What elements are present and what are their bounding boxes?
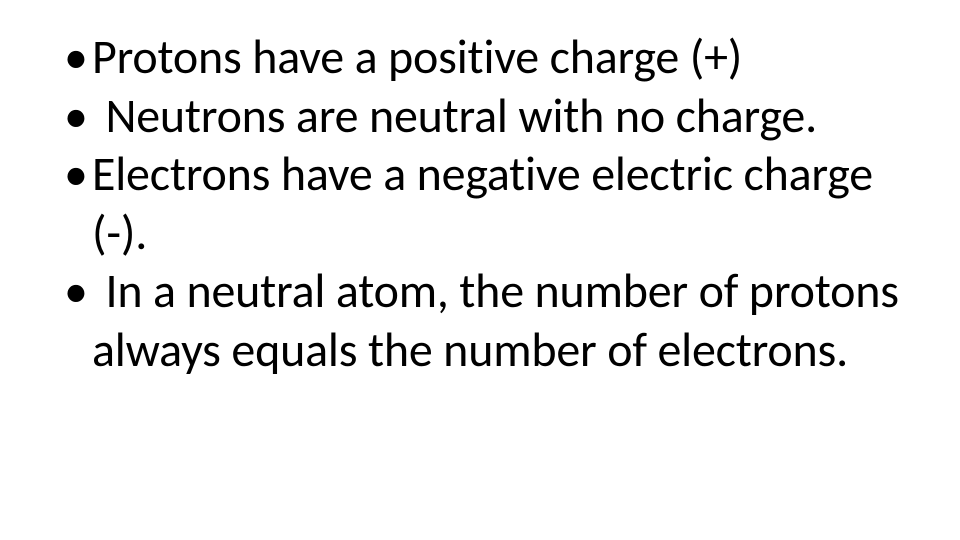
bullet-list: Protons have a positive charge (+) Neutr… (60, 28, 900, 379)
slide: Protons have a positive charge (+) Neutr… (0, 0, 960, 540)
bullet-text: Electrons have a negative electric charg… (92, 144, 873, 262)
bullet-text: Protons have a positive charge (+) (92, 27, 742, 86)
list-item: Electrons have a negative electric charg… (60, 145, 900, 262)
list-item: Protons have a positive charge (+) (60, 28, 900, 87)
list-item: In a neutral atom, the number of protons… (60, 262, 900, 379)
bullet-text: Neutrons are neutral with no charge. (105, 86, 817, 145)
list-item: Neutrons are neutral with no charge. (60, 87, 900, 146)
bullet-text: In a neutral atom, the number of protons… (92, 261, 899, 379)
